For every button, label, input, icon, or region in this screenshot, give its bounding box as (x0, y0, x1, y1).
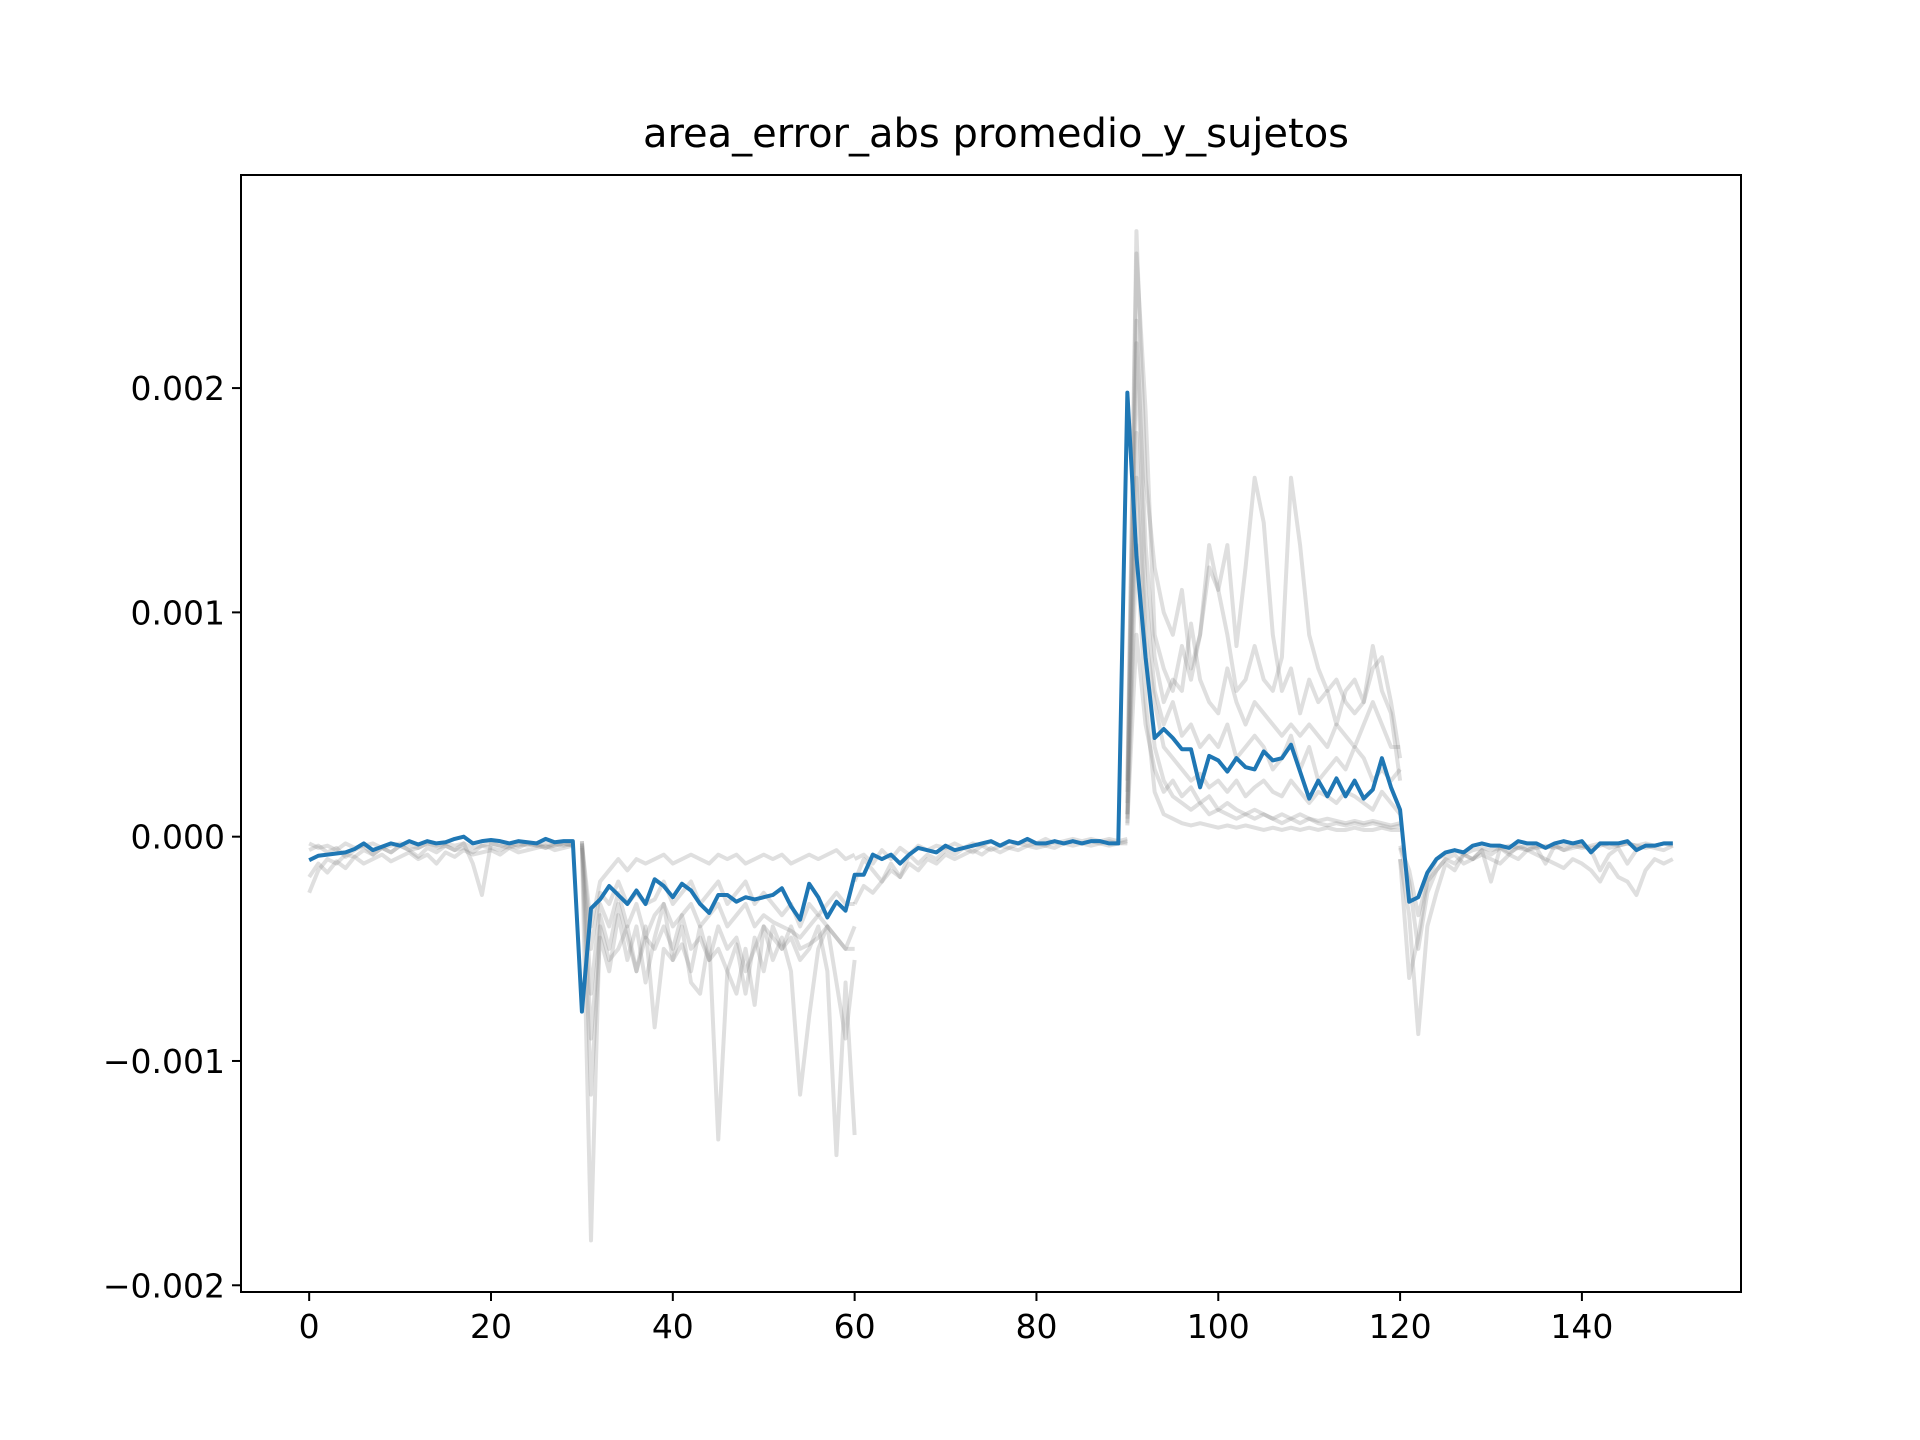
subject-line-3 (307, 843, 574, 879)
subject-line-5 (579, 847, 857, 1243)
x-tick-label: 40 (652, 1307, 694, 1346)
y-tick-label: 0.002 (131, 369, 225, 408)
subject-line-7 (579, 843, 857, 1041)
subject-line-17 (1125, 341, 1402, 815)
subject-line-18 (1125, 430, 1402, 816)
subject-line-2 (307, 841, 574, 897)
y-tick-label: −0.001 (103, 1042, 225, 1081)
subject-line-6 (579, 845, 857, 1097)
mean-line-group (308, 390, 1673, 1014)
chart-title: area_error_abs promedio_y_sujetos (643, 111, 1349, 157)
subject-line-14 (1125, 229, 1403, 781)
x-tick-label: 140 (1550, 1307, 1613, 1346)
x-tick-label: 0 (299, 1307, 320, 1346)
subject-line-16 (1125, 318, 1401, 804)
y-axis: −0.002 −0.001 0.000 0.001 0.002 (103, 369, 241, 1305)
subject-line-21 (1125, 632, 1401, 828)
y-tick-label: 0.001 (131, 593, 225, 632)
subject-line-19 (1125, 475, 1401, 830)
plot-frame (240, 174, 1742, 1293)
subject-line-10 (579, 843, 856, 929)
x-axis: 0 20 40 60 80 100 120 140 (299, 1292, 1613, 1346)
mean-line (308, 390, 1673, 1014)
x-tick-label: 20 (470, 1307, 512, 1346)
y-tick-label: −0.002 (103, 1266, 225, 1305)
x-tick-label: 80 (1015, 1307, 1057, 1346)
x-tick-label: 60 (834, 1307, 876, 1346)
subject-line-8 (579, 841, 855, 996)
subject-line-22 (1398, 843, 1674, 1037)
y-tick-label: 0.000 (131, 818, 225, 857)
x-tick-label: 100 (1187, 1307, 1250, 1346)
subject-line-15 (1125, 251, 1403, 792)
subject-line-20 (1125, 543, 1401, 832)
subject-line-24 (1398, 847, 1674, 951)
x-tick-label: 120 (1369, 1307, 1432, 1346)
